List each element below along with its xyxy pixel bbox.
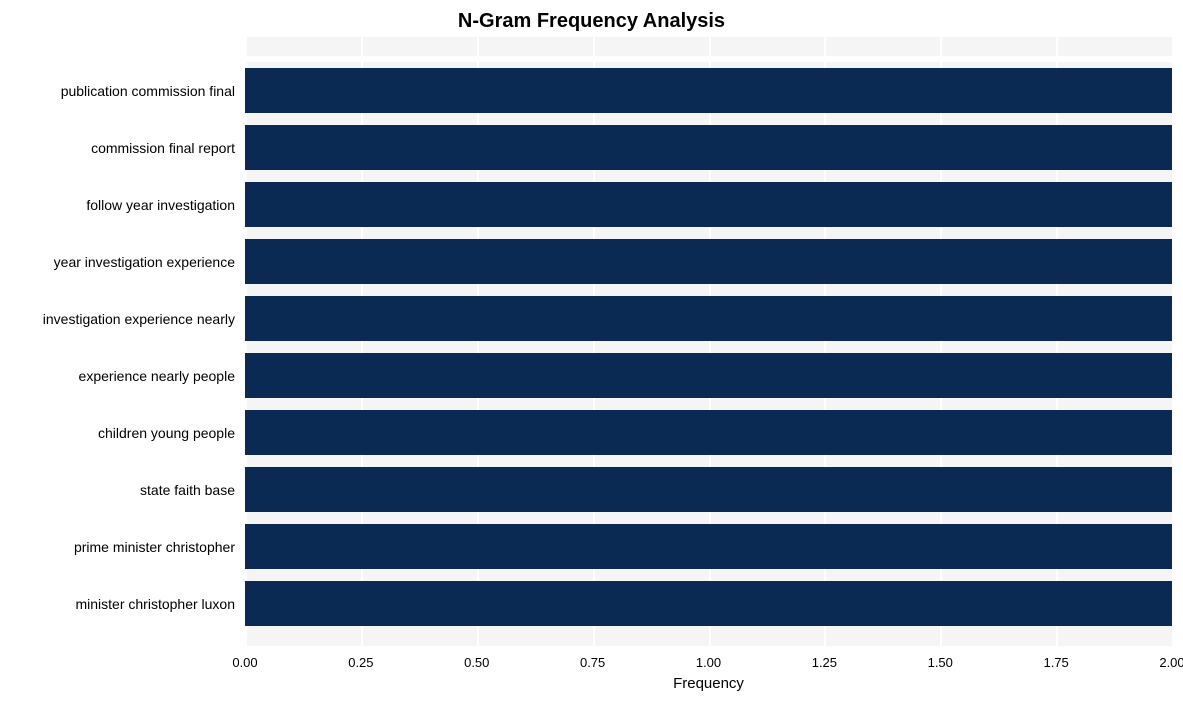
bar	[245, 410, 1172, 455]
y-tick-label: investigation experience nearly	[0, 311, 235, 327]
y-tick-label: year investigation experience	[0, 254, 235, 270]
gridline	[1172, 37, 1174, 646]
bar	[245, 125, 1172, 170]
bar	[245, 524, 1172, 569]
y-tick-label: children young people	[0, 425, 235, 441]
x-tick-label: 0.75	[580, 655, 605, 670]
bar	[245, 467, 1172, 512]
y-tick-label: minister christopher luxon	[0, 596, 235, 612]
y-tick-label: experience nearly people	[0, 368, 235, 384]
chart-container: N-Gram Frequency Analysis publication co…	[0, 0, 1183, 701]
y-tick-label: state faith base	[0, 482, 235, 498]
bar	[245, 68, 1172, 113]
bar	[245, 581, 1172, 626]
x-tick-label: 0.50	[464, 655, 489, 670]
bar	[245, 353, 1172, 398]
x-tick-label: 0.00	[232, 655, 257, 670]
x-tick-label: 1.25	[812, 655, 837, 670]
chart-title: N-Gram Frequency Analysis	[0, 10, 1183, 33]
x-axis-label: Frequency	[245, 675, 1172, 692]
x-tick-label: 1.00	[696, 655, 721, 670]
y-tick-label: follow year investigation	[0, 197, 235, 213]
plot-area	[245, 37, 1172, 646]
bar	[245, 182, 1172, 227]
bar	[245, 296, 1172, 341]
x-tick-label: 0.25	[348, 655, 373, 670]
x-tick-label: 1.75	[1043, 655, 1068, 670]
y-tick-label: publication commission final	[0, 83, 235, 99]
x-tick-label: 1.50	[928, 655, 953, 670]
bar	[245, 239, 1172, 284]
y-tick-label: prime minister christopher	[0, 539, 235, 555]
y-tick-label: commission final report	[0, 140, 235, 156]
x-tick-label: 2.00	[1159, 655, 1183, 670]
